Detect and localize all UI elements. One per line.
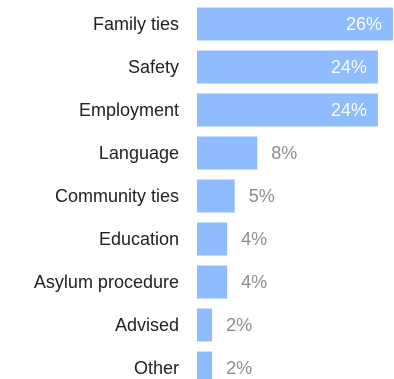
category-label-other: Other xyxy=(134,358,179,378)
bar-other xyxy=(197,351,213,379)
value-label-language: 8% xyxy=(271,143,297,163)
labels-layer: Family ties 26% Safety 24% Employment 24% Lang… xyxy=(34,14,382,378)
value-label-other: 2% xyxy=(226,358,252,378)
category-label-education: Education xyxy=(99,229,179,249)
bar-advised xyxy=(197,308,213,342)
category-label-family-ties: Family ties xyxy=(93,14,179,34)
category-label-advised: Advised xyxy=(115,315,179,335)
bar-employment xyxy=(197,93,378,127)
bars-layer xyxy=(197,7,393,379)
bar-asylum-procedure xyxy=(197,265,228,299)
category-label-asylum-procedure: Asylum procedure xyxy=(34,272,179,292)
value-label-family-ties: 26% xyxy=(346,14,382,34)
category-label-safety: Safety xyxy=(128,57,179,77)
bar-family-ties xyxy=(197,7,393,41)
value-label-asylum-procedure: 4% xyxy=(241,272,267,292)
value-label-community-ties: 5% xyxy=(249,186,275,206)
bar-safety xyxy=(197,50,378,84)
category-label-community-ties: Community ties xyxy=(55,186,179,206)
bar-language xyxy=(197,136,258,170)
value-label-employment: 24% xyxy=(331,100,367,120)
value-label-safety: 24% xyxy=(331,57,367,77)
bar-community-ties xyxy=(197,179,235,213)
bar-education xyxy=(197,222,228,256)
value-label-education: 4% xyxy=(241,229,267,249)
category-label-language: Language xyxy=(99,143,179,163)
category-label-employment: Employment xyxy=(79,100,179,120)
value-label-advised: 2% xyxy=(226,315,252,335)
